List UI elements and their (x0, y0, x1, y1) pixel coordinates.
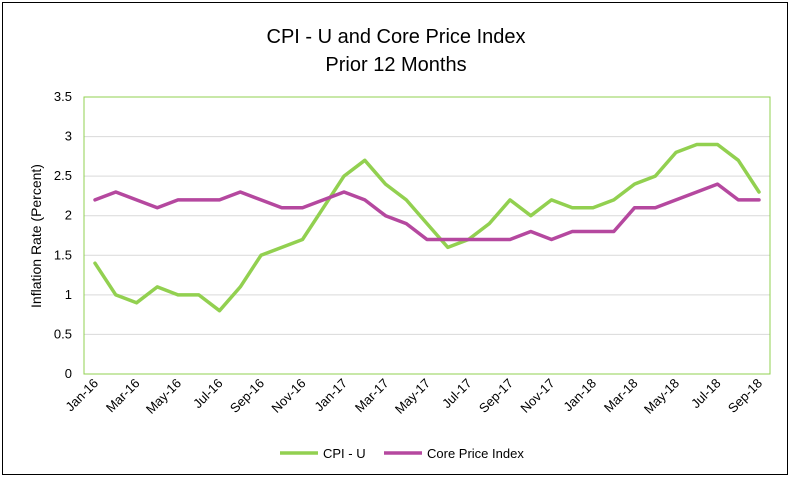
x-tick-label: Jul-16 (190, 376, 226, 412)
x-tick-label: Mar-17 (352, 376, 392, 416)
x-tick-label: Jan-17 (311, 376, 350, 415)
x-tick-label: Nov-16 (268, 376, 308, 416)
legend-label: CPI - U (323, 446, 366, 461)
y-tick-label: 3 (65, 129, 72, 144)
y-tick-label: 3.5 (54, 89, 72, 104)
x-tick-label: Jul-18 (688, 376, 724, 412)
x-tick-label: Jan-18 (560, 376, 599, 415)
x-tick-label: May-17 (392, 376, 433, 417)
legend: CPI - U Core Price Index (280, 446, 524, 461)
series-line-cpi-u (93, 142, 761, 313)
x-tick-label: Jan-16 (62, 376, 101, 415)
gridlines (84, 96, 770, 375)
x-tick-label: Jul-17 (439, 376, 475, 412)
x-tick-label: Sep-16 (227, 376, 267, 416)
y-tick-label: 2.5 (54, 168, 72, 183)
chart-title: CPI - U and Core Price Index (267, 26, 526, 48)
y-tick-label: 1 (65, 287, 72, 302)
chart-frame: CPI - U and Core Price Index Prior 12 Mo… (2, 2, 788, 475)
x-tick-label: May-16 (143, 376, 184, 417)
line-chart: CPI - U and Core Price Index Prior 12 Mo… (28, 26, 771, 461)
x-tick-label: Nov-17 (517, 376, 557, 416)
y-tick-label: 0.5 (54, 326, 72, 341)
series-line-core-price-index (93, 182, 761, 242)
y-tick-label: 1.5 (54, 247, 72, 262)
chart-subtitle: Prior 12 Months (325, 54, 466, 76)
x-tick-label: Mar-16 (103, 376, 143, 416)
y-tick-label: 2 (65, 208, 72, 223)
x-axis-ticks: Jan-16 Mar-16 May-16 Jul-16 Sep-16 Nov-16 Jan-… (62, 376, 765, 417)
y-axis-ticks: 0 0.5 1 1.5 2 2.5 3 3.5 (54, 89, 72, 381)
series-lines (93, 142, 761, 313)
y-tick-label: 0 (65, 366, 72, 381)
x-tick-label: Sep-18 (725, 376, 765, 416)
x-tick-label: Sep-17 (476, 376, 516, 416)
plot-area-border (83, 96, 771, 375)
y-axis-title: Inflation Rate (Percent) (28, 164, 44, 308)
x-tick-label: May-18 (641, 376, 682, 417)
x-tick-label: Mar-18 (601, 376, 641, 416)
legend-label: Core Price Index (427, 446, 524, 461)
